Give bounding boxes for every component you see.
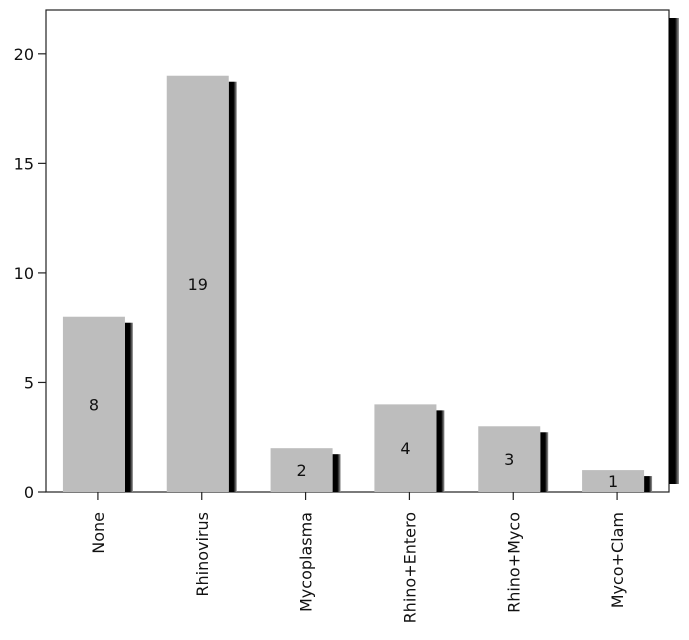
y-tick-label: 5 bbox=[24, 373, 34, 392]
y-axis: 0 5 10 15 20 bbox=[14, 45, 46, 502]
plot-frame-shadow bbox=[669, 18, 679, 484]
bar-mycoplasma bbox=[270, 448, 333, 492]
bar-shadow bbox=[228, 81, 237, 493]
y-tick-label: 10 bbox=[14, 264, 34, 283]
bar-rhino-entero bbox=[374, 404, 437, 492]
bar-data-label: 19 bbox=[188, 275, 208, 294]
y-tick-label: 20 bbox=[14, 45, 34, 64]
bar-shadow bbox=[436, 410, 445, 492]
bar-myco-clam bbox=[582, 470, 645, 492]
bars: 8 19 2 4 3 1 bbox=[62, 75, 653, 493]
bar-shadow bbox=[540, 432, 549, 492]
x-tick-label: Mycoplasma bbox=[297, 512, 316, 612]
bar-shadow bbox=[124, 322, 133, 492]
bar-rhino-myco bbox=[478, 426, 541, 492]
x-axis: None Rhinovirus Mycoplasma Rhino+Entero Rhin… bbox=[89, 492, 627, 623]
y-tick-label: 15 bbox=[14, 154, 34, 173]
bar-data-label: 4 bbox=[400, 439, 410, 458]
bar-none bbox=[62, 316, 125, 492]
x-tick-label: Rhino+Entero bbox=[400, 512, 419, 623]
x-tick-label: None bbox=[89, 512, 108, 554]
x-tick-label: Rhinovirus bbox=[193, 512, 212, 597]
x-tick-label: Myco+Clam bbox=[608, 512, 627, 608]
bar-rhinovirus bbox=[166, 75, 229, 493]
plot-frame bbox=[45, 9, 670, 493]
bar-data-label: 3 bbox=[504, 450, 514, 469]
bar-data-label: 8 bbox=[89, 395, 99, 414]
x-tick-label: Rhino+Myco bbox=[504, 512, 523, 613]
y-tick-label: 0 bbox=[24, 483, 34, 502]
bar-shadow bbox=[644, 476, 653, 492]
bar-data-label: 2 bbox=[296, 461, 306, 480]
bar-data-label: 1 bbox=[608, 472, 618, 491]
bar-shadow bbox=[332, 454, 341, 492]
